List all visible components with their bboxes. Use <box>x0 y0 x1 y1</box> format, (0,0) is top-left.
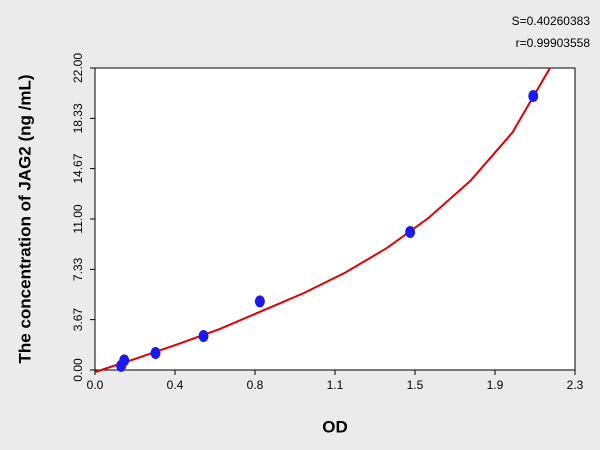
data-point <box>528 90 539 103</box>
data-point <box>405 226 416 239</box>
y-tick-label: 22.00 <box>71 53 85 83</box>
data-point <box>198 329 209 342</box>
x-tick-label: 0.0 <box>87 378 104 392</box>
x-tick-label: 0.8 <box>247 378 264 392</box>
y-tick-label: 11.00 <box>71 204 85 233</box>
annotation: r=0.99903558 <box>516 36 591 50</box>
y-tick-label: 3.67 <box>71 308 85 332</box>
y-tick-label: 0.00 <box>71 358 85 382</box>
x-tick-label: 2.3 <box>567 378 584 392</box>
x-tick-label: 1.5 <box>407 378 424 392</box>
data-point <box>150 346 161 359</box>
fit-curve <box>95 67 551 374</box>
y-tick-label: 18.33 <box>71 103 85 133</box>
data-point <box>254 295 265 308</box>
y-axis-title: The concentration of JAG2 (ng /mL) <box>15 74 34 363</box>
plot-area <box>94 67 576 371</box>
y-tick-label: 7.33 <box>71 257 85 281</box>
data-point <box>119 354 130 367</box>
x-tick-label: 0.4 <box>167 378 184 392</box>
annotation: S=0.40260383 <box>512 14 591 28</box>
y-tick-label: 14.67 <box>71 153 85 183</box>
x-axis-title: OD <box>322 417 348 436</box>
x-tick-label: 1.9 <box>487 378 504 392</box>
x-tick-label: 1.1 <box>327 378 344 392</box>
